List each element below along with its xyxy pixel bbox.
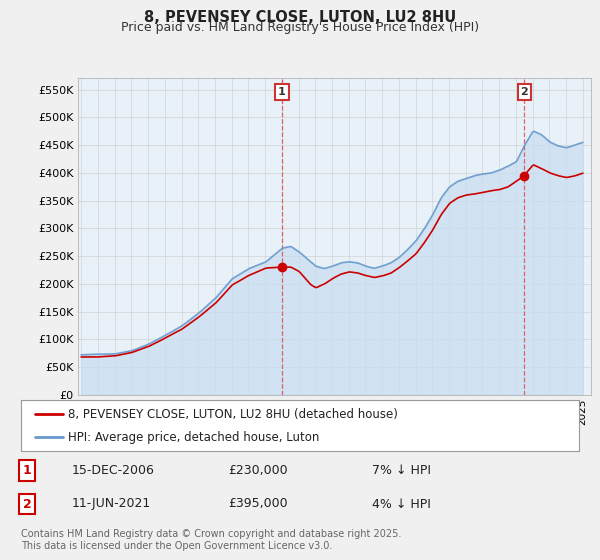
Text: 11-JUN-2021: 11-JUN-2021 — [72, 497, 151, 511]
Text: 7% ↓ HPI: 7% ↓ HPI — [372, 464, 431, 477]
Text: 1: 1 — [23, 464, 31, 477]
Text: Price paid vs. HM Land Registry's House Price Index (HPI): Price paid vs. HM Land Registry's House … — [121, 21, 479, 34]
Text: Contains HM Land Registry data © Crown copyright and database right 2025.
This d: Contains HM Land Registry data © Crown c… — [21, 529, 401, 551]
Text: £230,000: £230,000 — [228, 464, 287, 477]
Text: 15-DEC-2006: 15-DEC-2006 — [72, 464, 155, 477]
Text: 2: 2 — [520, 87, 528, 97]
Text: HPI: Average price, detached house, Luton: HPI: Average price, detached house, Luto… — [68, 431, 320, 444]
Text: 4% ↓ HPI: 4% ↓ HPI — [372, 497, 431, 511]
Text: 1: 1 — [278, 87, 286, 97]
Text: 8, PEVENSEY CLOSE, LUTON, LU2 8HU (detached house): 8, PEVENSEY CLOSE, LUTON, LU2 8HU (detac… — [68, 408, 398, 421]
Text: 8, PEVENSEY CLOSE, LUTON, LU2 8HU: 8, PEVENSEY CLOSE, LUTON, LU2 8HU — [144, 10, 456, 25]
Text: £395,000: £395,000 — [228, 497, 287, 511]
Text: 2: 2 — [23, 497, 31, 511]
